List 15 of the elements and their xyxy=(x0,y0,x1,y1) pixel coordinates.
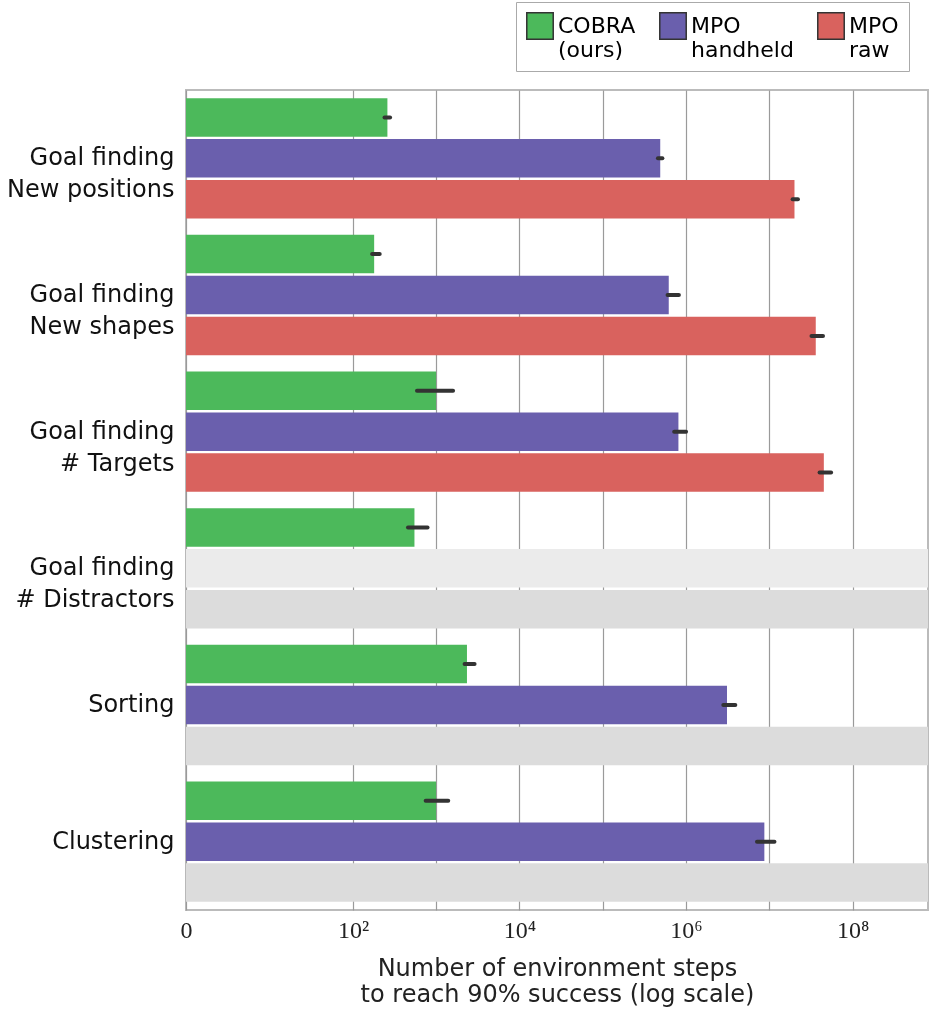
legend-label: MPO handheld xyxy=(691,13,794,62)
y-tick-label: Goal finding # Targets xyxy=(29,416,175,477)
y-tick-label: Sorting xyxy=(88,690,175,718)
x-tick-label: 10⁴ xyxy=(503,916,537,943)
y-tick-label: Goal finding New shapes xyxy=(29,280,175,340)
y-tick-label: Clustering xyxy=(52,826,175,855)
legend-label: MPO raw xyxy=(849,13,899,62)
x-axis-title: Number of environment steps to reach 90% success (log scale) xyxy=(360,953,755,1008)
x-tick-label: 10⁶ xyxy=(670,916,703,943)
x-tick-label: 10⁸ xyxy=(837,916,870,943)
legend-label: COBRA (ours) xyxy=(558,13,636,62)
y-tick-label: Goal finding New positions xyxy=(6,143,175,204)
x-tick-label: 0 xyxy=(180,916,193,943)
x-tick-label: 10² xyxy=(337,916,370,943)
y-tick-label: Goal finding # Distractors xyxy=(15,553,175,614)
